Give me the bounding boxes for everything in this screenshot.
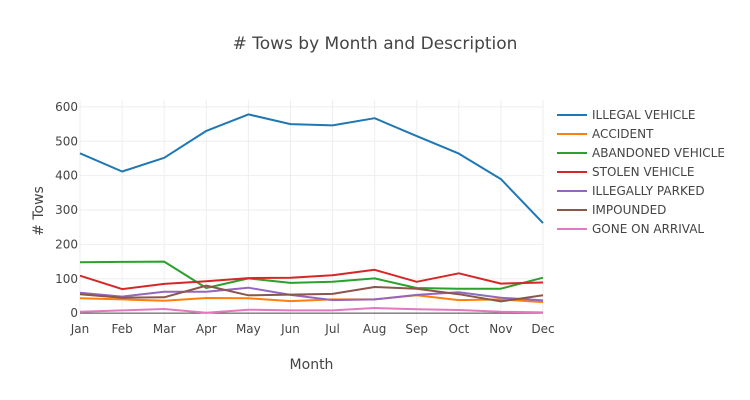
- x-tick-label: May: [236, 322, 261, 336]
- x-axis-label: Month: [289, 357, 334, 373]
- series-line-impounded: [79, 284, 544, 303]
- series-line-gone-on-arrival: [79, 307, 544, 314]
- x-tick-label: Jan: [70, 322, 90, 336]
- y-tick-label: 600: [55, 100, 78, 114]
- y-tick-label: 300: [55, 203, 78, 217]
- series-line-illegally-parked: [79, 286, 544, 302]
- x-tick-label: Oct: [448, 322, 469, 336]
- series-line-accident: [79, 294, 544, 304]
- y-tick-label: 100: [55, 272, 78, 286]
- legend-label: ILLEGALLY PARKED: [592, 184, 705, 198]
- x-tick-label: Jul: [324, 322, 339, 336]
- legend-item-illegally-parked[interactable]: ILLEGALLY PARKED: [557, 184, 705, 198]
- legend-label: IMPOUNDED: [592, 203, 666, 217]
- x-tick-label: Nov: [489, 322, 512, 336]
- y-tick-label: 400: [55, 169, 78, 183]
- legend[interactable]: ILLEGAL VEHICLE ACCIDENT ABANDONED VEHICLE…: [557, 108, 725, 236]
- x-tick-label: Jun: [280, 322, 300, 336]
- series-lines: [79, 113, 544, 314]
- x-tick-label: Apr: [196, 322, 217, 336]
- y-tick-label: 500: [55, 134, 78, 148]
- legend-label: ABANDONED VEHICLE: [592, 146, 725, 160]
- legend-label: ACCIDENT: [592, 127, 654, 141]
- legend-item-gone-on-arrival[interactable]: GONE ON ARRIVAL: [557, 222, 704, 236]
- legend-label: GONE ON ARRIVAL: [592, 222, 704, 236]
- chart-title: # Tows by Month and Description: [232, 34, 518, 54]
- series-line-illegal-vehicle: [79, 113, 544, 224]
- x-tick-label: Feb: [111, 322, 132, 336]
- series-line-stolen-vehicle: [79, 268, 544, 291]
- x-tick-label: Mar: [153, 322, 176, 336]
- legend-item-accident[interactable]: ACCIDENT: [557, 127, 654, 141]
- legend-label: STOLEN VEHICLE: [592, 165, 694, 179]
- grid: [79, 100, 544, 320]
- legend-item-stolen-vehicle[interactable]: STOLEN VEHICLE: [557, 165, 694, 179]
- legend-item-impounded[interactable]: IMPOUNDED: [557, 203, 666, 217]
- legend-item-abandoned-vehicle[interactable]: ABANDONED VEHICLE: [557, 146, 725, 160]
- y-tick-label: 200: [55, 237, 78, 251]
- y-axis-ticks: 0 100 200 300 400 500 600: [55, 100, 78, 320]
- y-tick-label: 0: [70, 306, 78, 320]
- x-tick-label: Aug: [363, 322, 386, 336]
- legend-label: ILLEGAL VEHICLE: [592, 108, 696, 122]
- x-tick-label: Sep: [405, 322, 428, 336]
- series-line-abandoned-vehicle: [79, 260, 544, 290]
- legend-item-illegal-vehicle[interactable]: ILLEGAL VEHICLE: [557, 108, 696, 122]
- x-tick-label: Dec: [531, 322, 554, 336]
- x-axis-ticks: Jan Feb Mar Apr May Jun Jul Aug Sep Oct Nov Dec: [70, 322, 555, 336]
- y-axis-label: # Tows: [31, 186, 47, 236]
- y-axis-label-wrap: # Tows: [29, 185, 49, 245]
